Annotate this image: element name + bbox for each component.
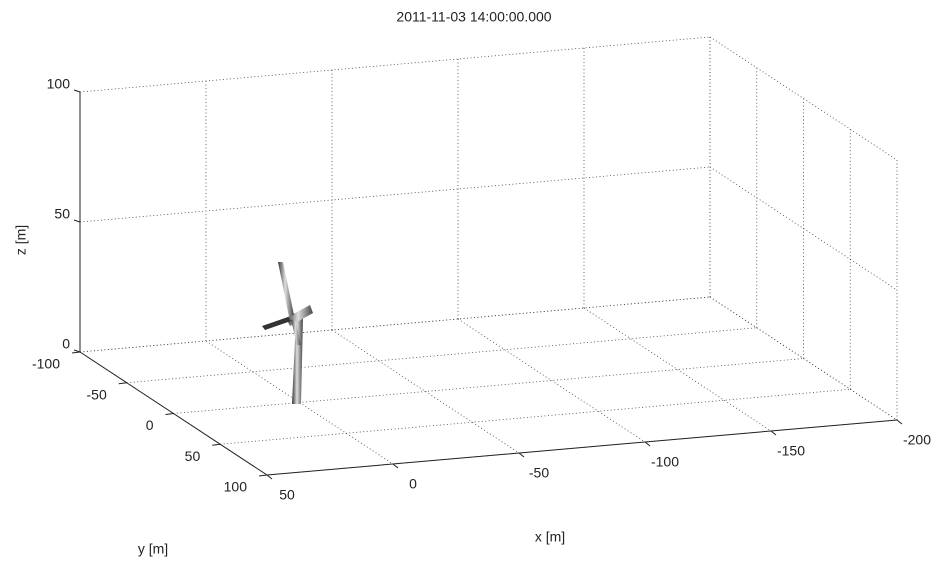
blade bbox=[278, 262, 294, 317]
tick-mark bbox=[519, 453, 524, 457]
x-tick-label: 0 bbox=[409, 476, 417, 492]
tick-mark bbox=[259, 475, 267, 476]
wind-turbine bbox=[262, 262, 313, 404]
grid-line bbox=[458, 319, 645, 442]
z-tick-label: 50 bbox=[54, 206, 70, 222]
tick-mark bbox=[645, 442, 650, 446]
grid-line bbox=[584, 308, 771, 431]
tick-mark bbox=[74, 350, 80, 352]
x-tick-label: 50 bbox=[279, 487, 295, 503]
grid-line bbox=[127, 328, 757, 383]
tick-mark bbox=[393, 464, 398, 468]
x-tick-label: -50 bbox=[529, 465, 549, 481]
grid-line bbox=[174, 359, 804, 414]
x-tick-label: -100 bbox=[651, 454, 679, 470]
blade bbox=[262, 317, 291, 330]
tick-mark bbox=[771, 431, 776, 435]
y-tick-label: 0 bbox=[146, 417, 154, 433]
z-tick-label: 100 bbox=[47, 76, 71, 92]
y-tick-label: 100 bbox=[224, 479, 248, 495]
tick-mark bbox=[72, 352, 80, 353]
tick-mark bbox=[74, 90, 80, 92]
x-axis-label: x [m] bbox=[535, 529, 565, 545]
grid-line bbox=[80, 297, 710, 352]
chart-title: 2011-11-03 14:00:00.000 bbox=[396, 9, 551, 25]
x-tick-label: -150 bbox=[777, 443, 805, 459]
y-axis-label: y [m] bbox=[138, 541, 168, 557]
grid-line bbox=[80, 37, 710, 92]
tick-mark bbox=[166, 414, 174, 415]
grid-line bbox=[80, 167, 710, 222]
grid-line bbox=[220, 389, 850, 444]
tick-mark bbox=[74, 220, 80, 222]
z-tick-label: 0 bbox=[62, 336, 70, 352]
y-tick-label: 50 bbox=[185, 448, 201, 464]
y-tick-label: -100 bbox=[32, 356, 60, 372]
chart: 2011-11-03 14:00:00.000 x [m] y [m] z [m… bbox=[0, 0, 947, 561]
z-axis-label: z [m] bbox=[13, 225, 29, 255]
y-tick-label: -50 bbox=[87, 386, 107, 402]
tick-mark bbox=[897, 420, 902, 424]
x-tick-label: -200 bbox=[903, 432, 931, 448]
tick-mark bbox=[119, 383, 127, 384]
tick-mark bbox=[212, 444, 220, 445]
tick-mark bbox=[267, 475, 272, 479]
